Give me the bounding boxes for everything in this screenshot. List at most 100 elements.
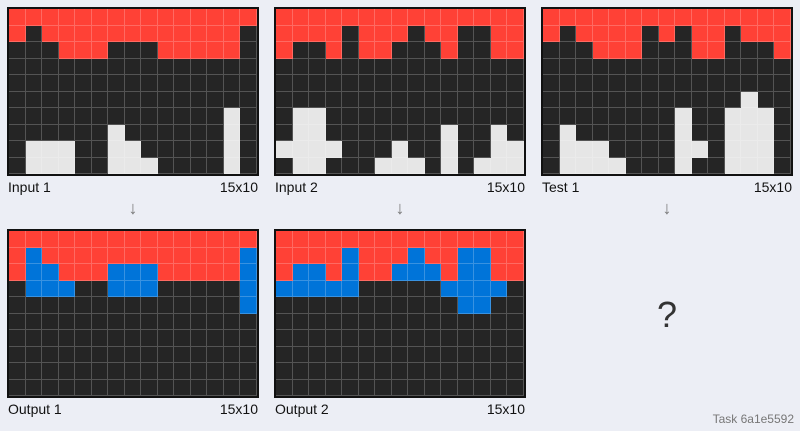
grid-cell <box>108 280 125 297</box>
grid-cell <box>9 108 26 125</box>
grid-cell <box>358 141 376 158</box>
grid-cell <box>358 264 376 281</box>
grid-cell <box>124 124 142 141</box>
grid-cell <box>174 141 191 158</box>
grid-cell <box>592 75 610 92</box>
grid-cell <box>240 141 257 158</box>
grid-cell <box>609 91 626 108</box>
grid-cell <box>190 91 208 108</box>
grid-cell <box>408 42 425 59</box>
unknown-output-placeholder: ? <box>656 293 678 335</box>
grid-cell <box>91 58 109 75</box>
grid-cell <box>625 25 643 42</box>
grid-cell <box>708 91 725 108</box>
grid-cell <box>457 247 475 264</box>
grid-cell <box>691 9 709 26</box>
grid-cell <box>741 124 758 141</box>
grid-cell <box>157 280 175 297</box>
grid-cell <box>240 379 257 396</box>
grid-cell <box>141 280 158 297</box>
grid-cell <box>474 58 491 75</box>
grid-cell <box>174 9 191 26</box>
grid-cell <box>642 25 659 42</box>
grid-cell <box>108 108 125 125</box>
grid-cell <box>75 75 92 92</box>
grid-cell <box>58 108 76 125</box>
grid-cell <box>424 363 442 380</box>
grid-cell <box>223 25 241 42</box>
grid-cell <box>724 108 742 125</box>
grid-cell <box>190 264 208 281</box>
grid-cell <box>724 124 742 141</box>
grid-cell <box>358 280 376 297</box>
grid-cell <box>25 264 43 281</box>
grid-cell <box>25 157 43 174</box>
grid-cell <box>325 9 343 26</box>
grid-cell <box>207 264 224 281</box>
grid-cell <box>375 9 392 26</box>
grid-cell <box>391 330 409 347</box>
grid-cell <box>276 297 293 314</box>
grid-cell <box>174 379 191 396</box>
grid-cell <box>190 25 208 42</box>
task-id: Task 6a1e5592 <box>712 412 794 426</box>
grid-cell <box>174 25 191 42</box>
grid-cell <box>375 91 392 108</box>
grid-cell <box>691 108 709 125</box>
grid-cell <box>358 247 376 264</box>
grid-cell <box>58 25 76 42</box>
grid-cell <box>42 231 59 248</box>
grid-cell <box>424 42 442 59</box>
grid-cell <box>207 124 224 141</box>
grid-cell <box>457 280 475 297</box>
grid-cell <box>75 379 92 396</box>
grid-cell <box>625 75 643 92</box>
grid-cell <box>441 363 458 380</box>
grid-cell <box>58 58 76 75</box>
grid-cell <box>42 108 59 125</box>
grid-cell <box>25 280 43 297</box>
grid-cell <box>240 280 257 297</box>
grid-cell <box>724 42 742 59</box>
grid-cell <box>292 108 310 125</box>
grid-cell <box>292 313 310 330</box>
grid-cell <box>91 264 109 281</box>
grid-cell <box>507 42 524 59</box>
grid-cell <box>658 25 676 42</box>
grid-cell <box>625 108 643 125</box>
grid-cell <box>675 124 692 141</box>
grid-cell <box>708 157 725 174</box>
grid-cell <box>474 91 491 108</box>
grid-cell <box>642 108 659 125</box>
input-2-grid <box>274 7 526 176</box>
grid-cell <box>358 25 376 42</box>
grid-cell <box>108 264 125 281</box>
grid-cell <box>141 108 158 125</box>
grid-cell <box>75 363 92 380</box>
grid-cell <box>691 25 709 42</box>
grid-cell <box>543 108 560 125</box>
grid-cell <box>174 124 191 141</box>
grid-cell <box>124 108 142 125</box>
grid-cell <box>58 124 76 141</box>
grid-cell <box>375 231 392 248</box>
grid-cell <box>157 9 175 26</box>
grid-cell <box>408 25 425 42</box>
grid-cell <box>592 42 610 59</box>
grid-cell <box>774 9 791 26</box>
grid-cell <box>609 75 626 92</box>
grid-cell <box>91 247 109 264</box>
grid-cell <box>157 330 175 347</box>
grid-cell <box>559 58 577 75</box>
grid-cell <box>408 264 425 281</box>
grid-cell <box>292 231 310 248</box>
grid-cell <box>490 313 508 330</box>
grid-cell <box>240 108 257 125</box>
grid-cell <box>658 42 676 59</box>
grid-cell <box>559 91 577 108</box>
grid-cell <box>207 247 224 264</box>
grid-cell <box>658 157 676 174</box>
grid-cell <box>543 9 560 26</box>
grid-cell <box>91 346 109 363</box>
grid-cell <box>141 75 158 92</box>
